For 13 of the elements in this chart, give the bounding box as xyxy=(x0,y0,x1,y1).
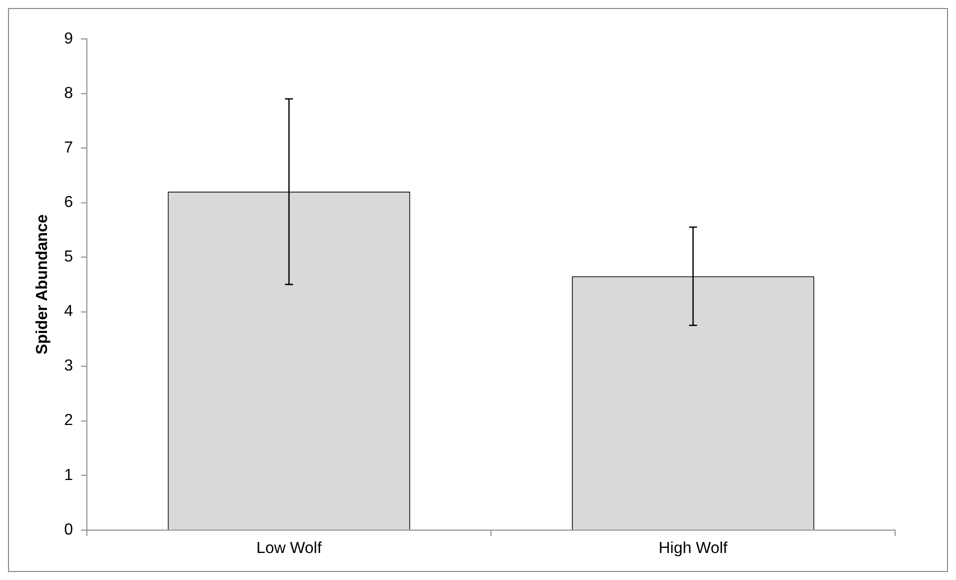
y-tick-label: 6 xyxy=(64,194,74,211)
y-tick-label: 8 xyxy=(64,84,74,102)
y-tick-label: 1 xyxy=(64,466,74,484)
y-tick-label: 9 xyxy=(64,30,74,48)
y-tick-label: 3 xyxy=(64,358,74,375)
y-tick-label: 7 xyxy=(64,139,74,156)
y-tick-label: 5 xyxy=(64,248,74,266)
x-tick-label: High Wolf xyxy=(658,540,728,557)
y-tick-label: 2 xyxy=(64,412,74,430)
y-axis-title: Spider Abundance xyxy=(34,214,51,354)
y-tick-label: 4 xyxy=(64,303,74,320)
y-tick-label: 0 xyxy=(64,521,74,538)
x-tick-label: Low Wolf xyxy=(256,540,322,557)
